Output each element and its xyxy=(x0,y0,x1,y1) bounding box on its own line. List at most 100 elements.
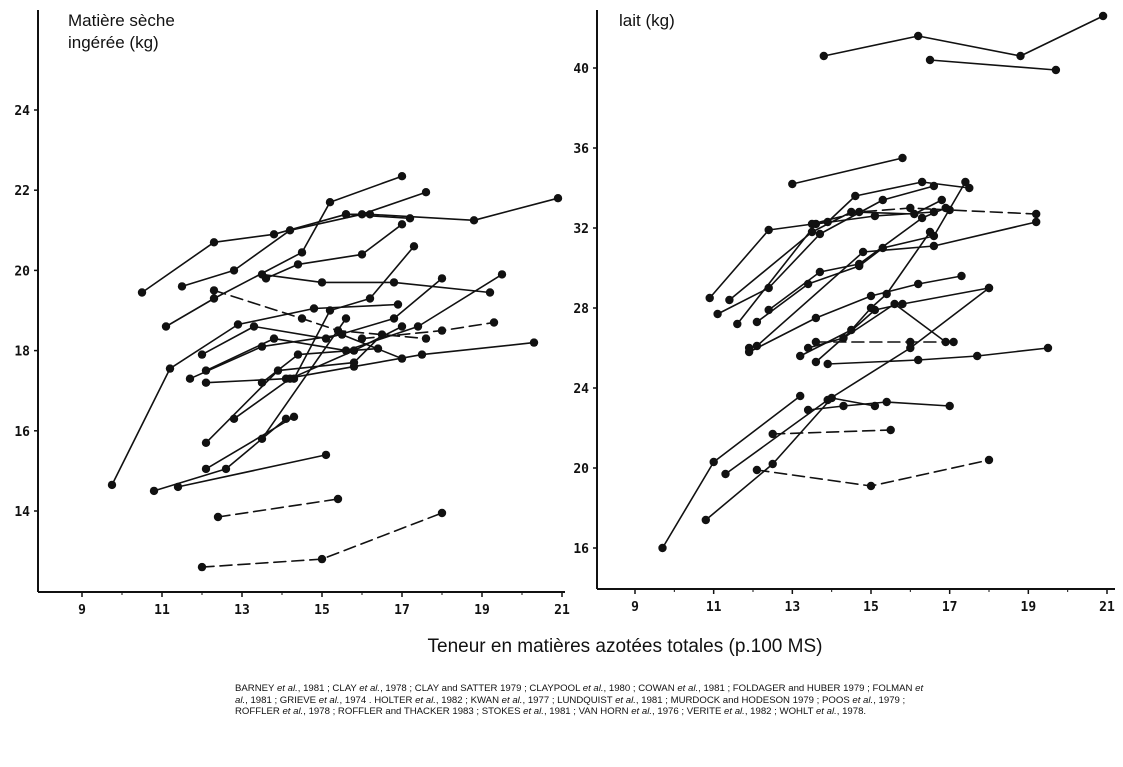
data-point xyxy=(937,195,946,205)
data-point xyxy=(803,343,813,353)
reference-italic: et al. xyxy=(815,706,837,717)
series-line xyxy=(807,303,947,349)
data-point xyxy=(201,464,211,474)
data-point xyxy=(819,51,828,61)
data-point xyxy=(497,270,507,279)
reference-italic: et al. xyxy=(235,683,924,706)
series-line xyxy=(141,213,411,294)
series-line xyxy=(181,191,427,288)
x-tick-label: 9 xyxy=(78,603,86,618)
data-point xyxy=(906,343,915,353)
data-point xyxy=(257,378,267,387)
reference-italic: et al. xyxy=(276,683,298,694)
data-point xyxy=(377,330,387,339)
reference-text: , 1981 ; FOLDAGER and HUBER 1979 ; FOLMA… xyxy=(698,683,916,694)
data-point xyxy=(796,391,805,401)
data-point xyxy=(733,319,742,329)
data-point xyxy=(285,374,295,383)
reference-text: , 1982 ; WOHLT xyxy=(744,706,816,717)
y-tick-label: 36 xyxy=(573,142,589,157)
data-point xyxy=(870,211,880,221)
data-point xyxy=(185,374,195,383)
data-point xyxy=(658,543,667,553)
series-line xyxy=(756,181,967,323)
reference-text: , 1978 ; ROFFLER and THACKER 1983 ; STOK… xyxy=(303,706,524,717)
data-point xyxy=(890,299,899,309)
data-point xyxy=(165,364,175,373)
data-point xyxy=(349,358,359,367)
data-point xyxy=(213,512,223,522)
data-point xyxy=(485,288,495,297)
data-point xyxy=(333,494,343,504)
series-line xyxy=(265,223,403,280)
data-point xyxy=(811,337,821,347)
data-point xyxy=(297,314,307,323)
data-point xyxy=(768,429,777,439)
series-line xyxy=(345,197,559,222)
x-tick-label: 17 xyxy=(394,603,410,618)
data-point xyxy=(855,207,864,217)
x-tick-label: 15 xyxy=(314,603,330,618)
data-point xyxy=(929,241,939,251)
data-point xyxy=(233,320,243,329)
reference-text: , 1981 ; MURDOCK and HODESON 1979 ; POOS xyxy=(635,694,853,706)
x-axis-title: Teneur en matières azotées totales (p.10… xyxy=(428,636,823,657)
x-tick-label: 11 xyxy=(154,603,170,618)
y-tick-label: 20 xyxy=(14,264,30,279)
data-point xyxy=(866,481,876,491)
data-point xyxy=(1016,51,1025,61)
reference-text: , 1982 ; KWAN xyxy=(435,694,502,706)
data-point xyxy=(984,455,994,465)
reference-italic: et al. xyxy=(282,706,304,717)
data-point xyxy=(293,350,303,359)
reference-italic: et al. xyxy=(631,706,653,717)
data-point xyxy=(855,259,864,269)
data-point xyxy=(269,230,279,239)
data-point xyxy=(870,305,880,315)
data-point xyxy=(851,191,860,201)
y-axis-title-line: Matière sèche xyxy=(68,11,175,30)
data-point xyxy=(709,457,718,467)
y-tick-label: 24 xyxy=(573,382,589,397)
reference-italic: et al. xyxy=(677,683,699,694)
data-point xyxy=(701,515,710,525)
data-point xyxy=(325,198,335,207)
data-point xyxy=(839,401,848,411)
data-point xyxy=(197,350,207,359)
data-point xyxy=(161,322,171,331)
data-point xyxy=(882,397,891,407)
y-axis-title-line: ingérée (kg) xyxy=(68,33,159,52)
data-point xyxy=(906,203,915,213)
x-tick-label: 19 xyxy=(1021,600,1037,615)
data-point xyxy=(221,464,231,474)
data-point xyxy=(945,401,954,411)
series-line xyxy=(708,181,971,299)
data-point xyxy=(437,326,447,335)
data-point xyxy=(803,405,813,415)
reference-italic: et al. xyxy=(523,706,544,717)
data-point xyxy=(421,334,431,343)
reference-italic: et al. xyxy=(582,683,604,694)
data-point xyxy=(914,279,923,289)
data-point xyxy=(317,554,327,564)
data-point xyxy=(878,195,887,205)
data-point xyxy=(768,459,777,469)
reference-text: , 1981 ; CLAY xyxy=(297,683,360,694)
data-point xyxy=(898,153,907,163)
reference-italic: et al. xyxy=(359,683,381,694)
reference-text: , 1981 ; GRIEVE xyxy=(245,694,319,706)
data-point xyxy=(839,333,848,343)
data-point xyxy=(409,242,419,251)
milk-yield-chart: lait (kg) 9 11 13 15 17 19 21 16 20 24 28 32 36 40 xyxy=(573,10,1115,615)
data-point xyxy=(437,508,447,518)
data-point xyxy=(341,314,351,323)
data-point xyxy=(173,482,183,492)
data-point xyxy=(349,346,359,355)
data-point xyxy=(1032,209,1041,219)
y-tick-label: 16 xyxy=(14,425,30,440)
data-point xyxy=(389,278,399,287)
x-tick-label: 9 xyxy=(631,600,639,615)
data-point xyxy=(925,227,935,237)
series-line xyxy=(189,333,403,380)
data-point xyxy=(898,299,907,309)
